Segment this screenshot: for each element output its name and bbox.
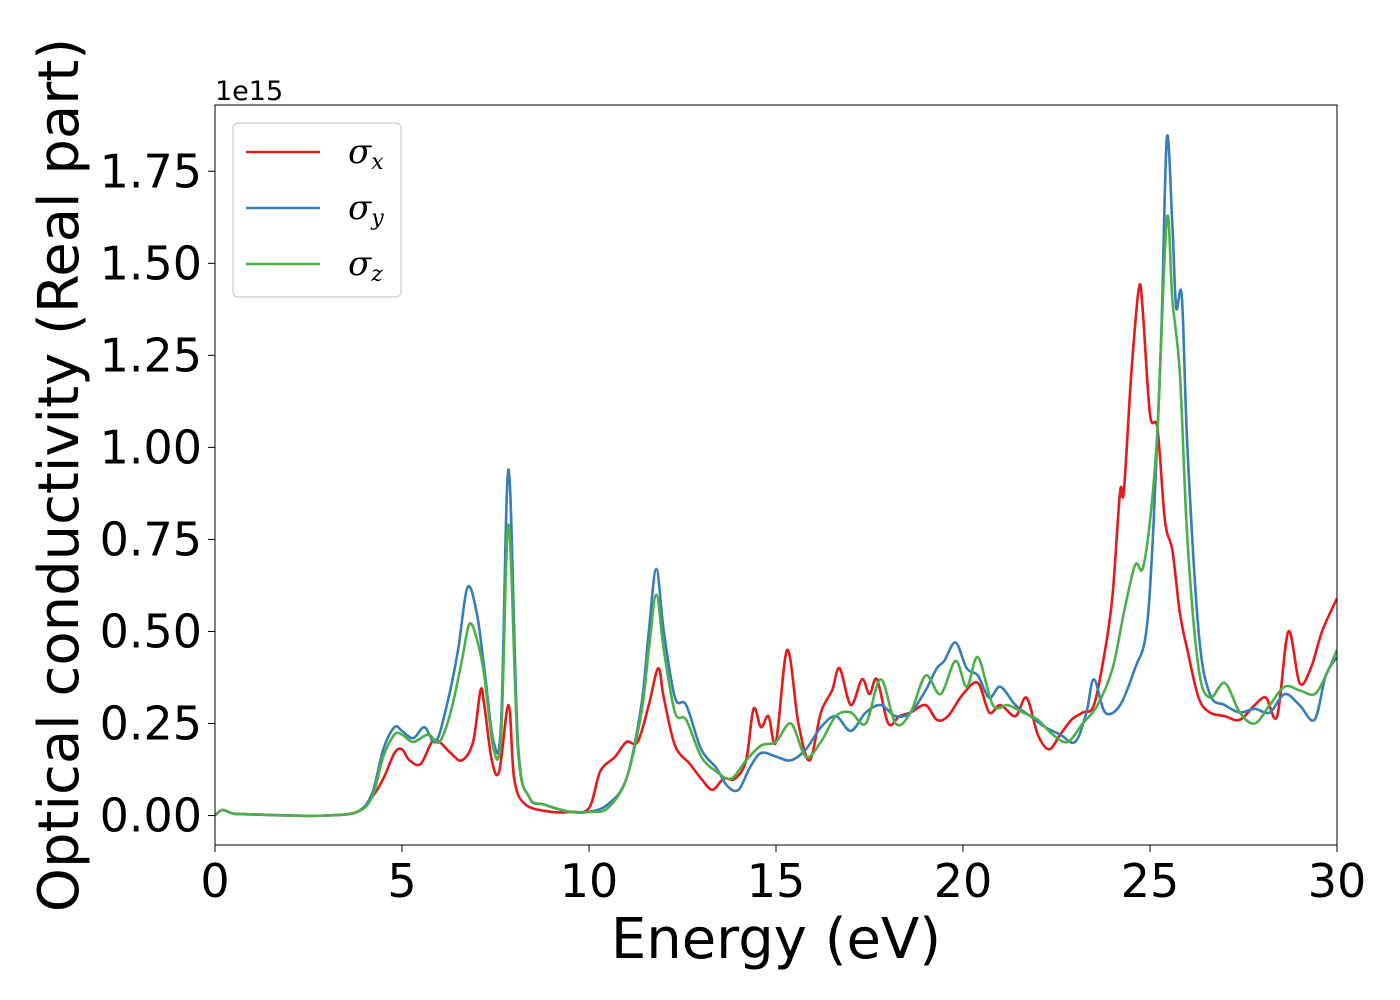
y-tick-label: 0.50	[100, 604, 202, 658]
y-tick-label: 0.00	[100, 789, 202, 843]
x-tick-label: 15	[747, 854, 806, 908]
x-tick-label: 5	[387, 854, 416, 908]
y-tick-label: 1.50	[100, 236, 202, 290]
legend-label-x: σx	[348, 132, 384, 175]
x-axis-ticks: 0 5 10 15 20 25 30	[200, 845, 1366, 908]
legend: σx σy σz	[232, 122, 402, 298]
y-offset-label: 1e15	[215, 76, 283, 107]
x-tick-label: 10	[560, 854, 619, 908]
x-tick-label: 30	[1308, 854, 1367, 908]
x-tick-label: 25	[1121, 854, 1180, 908]
legend-label-y: σy	[348, 188, 384, 231]
x-axis-label: Energy (eV)	[611, 907, 941, 972]
y-tick-label: 0.75	[100, 512, 202, 566]
x-tick-label: 0	[200, 854, 229, 908]
y-tick-label: 1.25	[100, 328, 202, 382]
y-tick-label: 1.75	[100, 144, 202, 198]
y-axis-ticks: 0.00 0.25 0.50 0.75 1.00 1.25 1.50 1.75	[100, 144, 215, 843]
legend-label-z: σz	[348, 244, 383, 287]
series-line-x	[215, 283, 1337, 818]
series-layer	[215, 134, 1337, 818]
legend-box	[232, 122, 402, 298]
y-axis-label: Optical conductivity (Real part)	[27, 38, 92, 912]
y-tick-label: 0.25	[100, 697, 202, 751]
series-line-z	[215, 214, 1337, 818]
x-tick-label: 20	[934, 854, 993, 908]
series-line-y	[215, 134, 1337, 818]
plot-area	[215, 105, 1337, 845]
y-tick-label: 1.00	[100, 420, 202, 474]
